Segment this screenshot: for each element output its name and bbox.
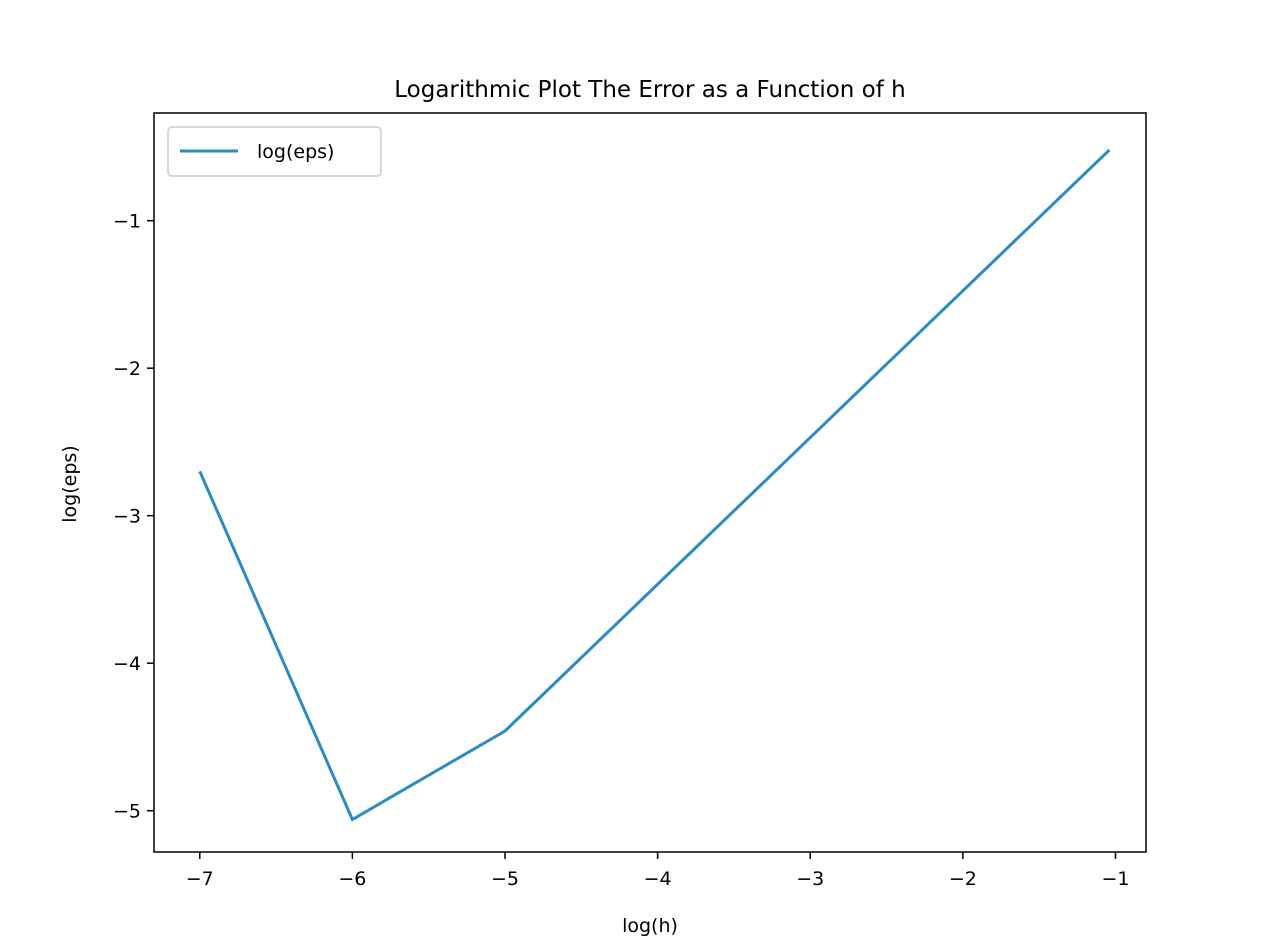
x-tick-label-5: −2 <box>949 868 977 890</box>
x-tick-label-0: −7 <box>186 868 214 890</box>
y-axis-label: log(eps) <box>59 445 81 522</box>
axes-frame <box>153 112 1147 853</box>
legend-label-0: log(eps) <box>257 141 334 163</box>
plot-area: −7 −6 −5 −4 −3 −2 −1 −5 −4 −3 −2 −1 log(eps) <box>113 112 1147 890</box>
x-tick-label-3: −4 <box>644 868 672 890</box>
y-tick-label-1: −4 <box>113 653 141 675</box>
x-tick-label-1: −6 <box>338 868 366 890</box>
y-tick-label-0: −5 <box>113 801 141 823</box>
chart-title: Logarithmic Plot The Error as a Function… <box>394 77 905 103</box>
x-tick-label-4: −3 <box>796 868 824 890</box>
y-tick-label-4: −1 <box>113 211 141 233</box>
series-line-0 <box>198 148 1111 822</box>
x-axis-label: log(h) <box>622 915 678 937</box>
legend-box <box>167 126 382 177</box>
y-tick-label-2: −3 <box>113 506 141 528</box>
y-tick-label-3: −2 <box>113 358 141 380</box>
x-tick-label-6: −1 <box>1101 868 1129 890</box>
x-tick-label-2: −5 <box>491 868 519 890</box>
